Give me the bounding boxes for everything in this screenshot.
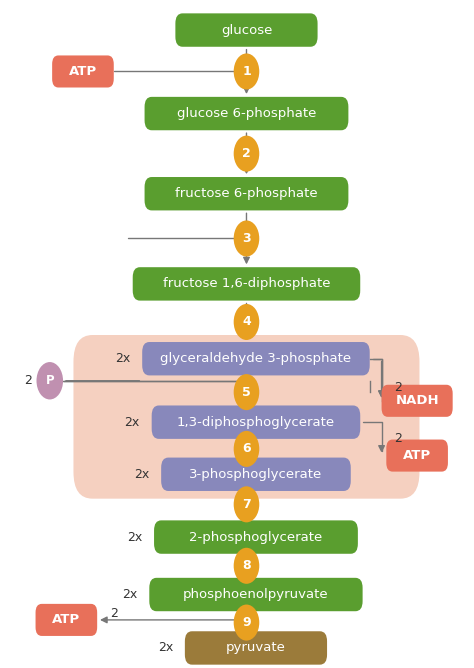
Text: 2x: 2x (158, 641, 173, 655)
Text: 7: 7 (242, 498, 251, 511)
Circle shape (234, 548, 259, 584)
FancyBboxPatch shape (52, 55, 114, 88)
FancyBboxPatch shape (36, 604, 97, 636)
Circle shape (234, 431, 259, 467)
Text: glyceraldehyde 3-phosphate: glyceraldehyde 3-phosphate (160, 352, 352, 365)
Text: pyruvate: pyruvate (226, 641, 286, 655)
Circle shape (36, 362, 63, 399)
Text: 2-phosphoglycerate: 2-phosphoglycerate (189, 530, 323, 544)
FancyBboxPatch shape (145, 97, 348, 130)
Circle shape (234, 486, 259, 522)
Text: 2: 2 (394, 381, 402, 394)
Text: 5: 5 (242, 385, 251, 399)
Circle shape (234, 374, 259, 410)
Text: 2x: 2x (115, 352, 130, 365)
Text: 9: 9 (242, 616, 251, 629)
Circle shape (234, 605, 259, 641)
Text: 1,3-diphosphoglycerate: 1,3-diphosphoglycerate (177, 415, 335, 429)
Text: 6: 6 (242, 442, 251, 456)
FancyBboxPatch shape (145, 177, 348, 210)
Circle shape (234, 53, 259, 90)
FancyBboxPatch shape (142, 342, 370, 375)
Text: 2: 2 (25, 374, 32, 387)
Text: 2x: 2x (127, 530, 142, 544)
Text: 2x: 2x (134, 468, 149, 481)
Text: 2: 2 (110, 607, 118, 620)
Text: fructose 6-phosphate: fructose 6-phosphate (175, 187, 318, 200)
FancyBboxPatch shape (382, 385, 453, 417)
Text: 2x: 2x (122, 588, 137, 601)
Circle shape (234, 136, 259, 172)
Text: 4: 4 (242, 315, 251, 329)
Text: 3-phosphoglycerate: 3-phosphoglycerate (189, 468, 323, 481)
FancyBboxPatch shape (161, 458, 351, 491)
FancyBboxPatch shape (152, 405, 360, 439)
Text: 2x: 2x (125, 415, 140, 429)
FancyBboxPatch shape (154, 520, 358, 554)
FancyBboxPatch shape (386, 440, 448, 472)
Text: glucose: glucose (221, 23, 272, 37)
Text: 2: 2 (394, 432, 402, 446)
Text: ATP: ATP (403, 449, 431, 462)
Text: ATP: ATP (69, 65, 97, 78)
Text: 2: 2 (242, 147, 251, 160)
FancyBboxPatch shape (73, 335, 419, 498)
Circle shape (234, 304, 259, 340)
Text: glucose 6-phosphate: glucose 6-phosphate (177, 107, 316, 120)
FancyBboxPatch shape (185, 631, 327, 665)
Text: phosphoenolpyruvate: phosphoenolpyruvate (183, 588, 329, 601)
FancyBboxPatch shape (133, 267, 360, 301)
Text: ATP: ATP (52, 613, 81, 627)
FancyBboxPatch shape (149, 578, 363, 611)
Text: NADH: NADH (395, 394, 439, 407)
Circle shape (234, 220, 259, 257)
Text: 8: 8 (242, 559, 251, 572)
Text: P: P (46, 374, 54, 387)
Text: 3: 3 (242, 232, 251, 245)
Text: fructose 1,6-diphosphate: fructose 1,6-diphosphate (163, 277, 330, 291)
Text: 1: 1 (242, 65, 251, 78)
FancyBboxPatch shape (175, 13, 318, 47)
